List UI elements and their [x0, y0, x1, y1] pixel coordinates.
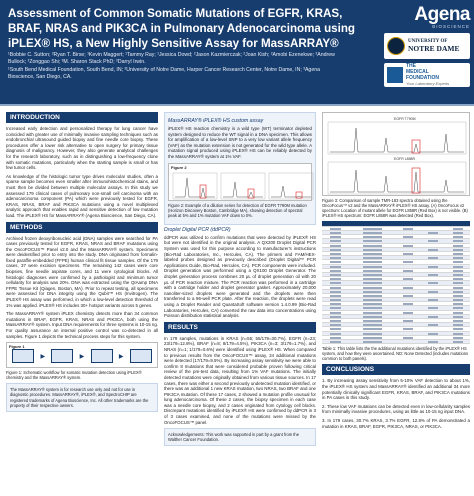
arrow-right-icon: ▶ — [79, 353, 85, 360]
table-row — [322, 310, 470, 315]
arrow-right-icon: ▶ — [118, 353, 124, 360]
table-row — [322, 339, 470, 345]
table-row — [322, 305, 470, 311]
notre-dame-seal-icon — [387, 37, 405, 55]
poster-header: Assessment of Common Somatic Mutations o… — [0, 0, 474, 104]
medical-foundation-logo: THE MEDICAL FOUNDATION Your Laboratory E… — [384, 63, 470, 87]
figure-2-spectrum-plots — [172, 172, 314, 199]
table-row — [322, 226, 470, 232]
introduction-heading: INTRODUCTION — [6, 112, 158, 123]
figure-2-label: Figure 2 — [171, 164, 187, 170]
table-row — [322, 268, 470, 273]
figure-2-caption: Figure 2: Example of a dilution series f… — [168, 202, 307, 218]
poster-title: Assessment of Common Somatic Mutations o… — [8, 7, 356, 50]
workflow-step — [90, 349, 113, 364]
table-row — [322, 285, 470, 290]
column-3: EGFR T790M EGFR L858R Figure 3: Comparis… — [322, 112, 470, 432]
assay-box: MassARRAY® iPLEX® HS custom assay iPLEX®… — [164, 112, 316, 225]
table-row — [322, 293, 470, 299]
table-row — [322, 264, 470, 269]
figure-3-caption: Figure 3: Comparison of sample TMR-183 s… — [322, 198, 468, 219]
table-row — [322, 331, 470, 336]
conclusion-2: 2. These low VAF mutations can be detect… — [322, 403, 470, 415]
intro-paragraph-2: As knowledge of the histologic tumor typ… — [6, 173, 158, 218]
methods-heading: METHODS — [6, 221, 158, 233]
mutation-table — [322, 221, 470, 345]
agena-logo-sub: BIOSCIENCE — [432, 24, 470, 29]
arrow-right-icon: ▶ — [40, 353, 46, 360]
methods-paragraph-2: The MassARRAY® system iPLEX chemistry de… — [6, 311, 159, 339]
conclusion-3: 3. In 179 cases, 30.7% KRAS, 3.7% EGFR, … — [322, 417, 470, 429]
author-list: ¹Bobbie C. Sutton; ²Ryan T. Birse; ¹Kevi… — [8, 52, 335, 65]
poster-authors: ¹Bobbie C. Sutton; ²Ryan T. Birse; ¹Kevi… — [8, 52, 338, 81]
conclusion-1: 1. By increasing assay sensitivity from … — [322, 378, 470, 401]
figure-3-spectrum-plots: EGFR T790M EGFR L858R — [327, 117, 467, 195]
notre-dame-logo: UNIVERSITY OF NOTRE DAME — [384, 33, 470, 59]
table-row — [322, 318, 470, 324]
table-row — [322, 234, 470, 240]
table-row — [322, 301, 470, 307]
medical-foundation-mark-icon — [387, 67, 403, 83]
disclaimer-box: The MassARRAY® system is for research us… — [6, 383, 158, 412]
table-row — [322, 326, 470, 332]
table-row — [322, 280, 470, 286]
affiliations: ¹South Bend Medical Foundation, South Be… — [8, 67, 320, 80]
figure-1-label: Figure 1 — [9, 344, 25, 350]
workflow-step — [51, 349, 74, 364]
wf-tagline: Your Laboratory Experts — [406, 81, 450, 86]
assay-heading: MassARRAY® iPLEX® HS custom assay — [168, 118, 264, 124]
table-row — [322, 255, 470, 261]
workflow-step — [129, 349, 152, 364]
table-row — [322, 238, 470, 244]
table-row — [322, 243, 470, 248]
acknowledgements-box: Acknowledgements: This work was supporte… — [164, 428, 316, 447]
wf-line3: FOUNDATION — [406, 75, 439, 81]
table-row — [322, 230, 470, 236]
table-row — [322, 276, 470, 282]
table-row — [322, 314, 470, 320]
table-row — [322, 297, 470, 303]
figure-3-spectra: EGFR T790M EGFR L858R — [322, 112, 470, 196]
table-row — [322, 335, 470, 340]
nd-line1: UNIVERSITY OF — [408, 39, 448, 44]
ddpcr-paragraph: ddPCR was utilized to confirm mutations … — [164, 234, 316, 319]
table-row — [322, 272, 470, 278]
intro-paragraph-1: Increased early detection and personaliz… — [6, 126, 158, 171]
table-row — [322, 322, 470, 328]
column-2: MassARRAY® iPLEX® HS custom assay iPLEX®… — [164, 112, 316, 449]
header-divider — [0, 104, 474, 106]
results-paragraph: In 179 samples, mutations in KRAS (n=55;… — [164, 335, 316, 425]
assay-paragraph: iPLEX® HS reaction chemistry is a wild t… — [168, 126, 312, 159]
table-header-row — [322, 221, 470, 227]
figure-3-panel-b-label: EGFR L858R — [394, 157, 415, 161]
table-row — [322, 289, 470, 294]
nd-line2: NOTRE DAME — [408, 44, 460, 53]
table-1-caption: Table 1: This table lists the the additi… — [322, 346, 469, 362]
conclusions-heading: CONCLUSIONS — [322, 364, 470, 376]
workflow-step — [12, 349, 35, 364]
logo-stack: Agena BIOSCIENCE UNIVERSITY OF NOTRE DAM… — [384, 4, 471, 100]
results-heading: RESULTS — [164, 321, 316, 333]
agena-logo: Agena — [414, 4, 470, 25]
wf-line2: MEDICAL — [406, 69, 429, 75]
table-row — [322, 247, 470, 253]
figure-1-caption: Figure 1: Schematic workflow for somatic… — [6, 370, 142, 381]
wf-line1: THE — [406, 63, 416, 69]
figure-2-spectra: Figure 2 — [168, 162, 314, 201]
methods-paragraph-1: Archived frozen deoxyribonucleic acid (D… — [6, 235, 158, 308]
ddpcr-heading: Droplet Digital PCR (ddPCR) — [164, 226, 231, 233]
column-1: INTRODUCTION Increased early detection a… — [6, 112, 158, 415]
table-row — [322, 251, 470, 257]
table-row — [322, 259, 470, 265]
figure-1-workflow: Figure 1 ▶ ▶ ▶ — [6, 342, 158, 369]
figure-3-panel-a-label: EGFR T790M — [394, 117, 416, 121]
